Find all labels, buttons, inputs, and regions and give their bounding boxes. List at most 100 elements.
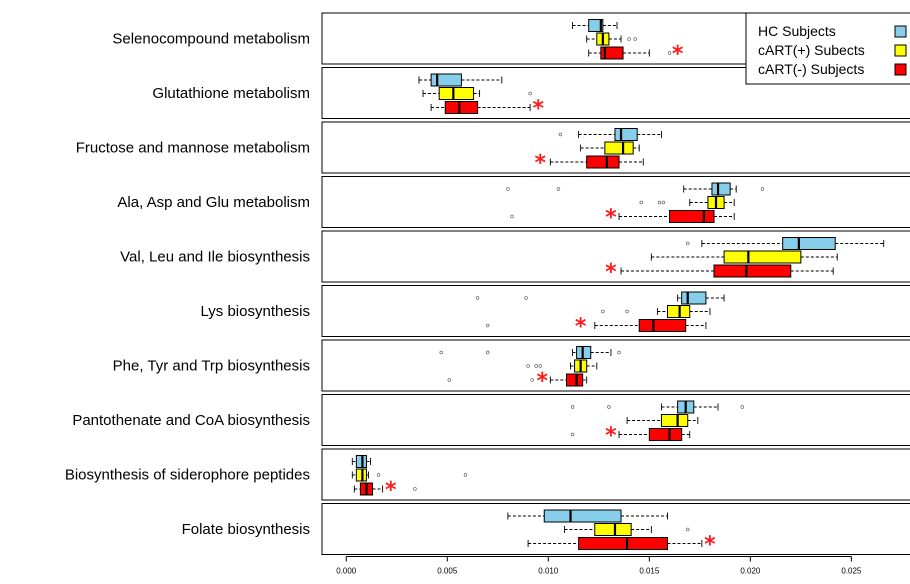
significance-star: * (605, 206, 617, 231)
box-2 (447, 373, 588, 387)
panel-7: * (321, 394, 910, 449)
box-2 (527, 537, 703, 550)
outlier-point (617, 350, 621, 355)
category-labels: Selenocompound metabolism Glutathione met… (65, 31, 310, 539)
box-2 (510, 210, 735, 223)
box-iqr (444, 101, 479, 114)
outlier-point (376, 473, 381, 477)
significance-star: * (605, 424, 617, 449)
outlier-point (439, 350, 443, 355)
box-1 (626, 414, 699, 427)
outlier-point (570, 432, 575, 437)
box-0 (572, 19, 618, 32)
box-1 (564, 523, 690, 536)
outlier-point (475, 296, 480, 300)
legend-frame (745, 12, 910, 85)
box-0 (558, 128, 662, 141)
box-iqr (565, 373, 584, 387)
outlier-point (657, 200, 662, 205)
panel-frame (321, 339, 910, 392)
outlier-point (506, 187, 510, 191)
significance-star: * (672, 42, 684, 67)
box-1 (639, 196, 735, 209)
box-iqr (669, 210, 715, 223)
significance-star: * (575, 315, 587, 340)
box-0 (507, 509, 668, 523)
outlier-point (570, 405, 575, 409)
outlier-point (447, 378, 451, 382)
legend: HC Subjects cART(+) Subects cART(-) Subjec… (745, 12, 910, 85)
outlier-point (607, 405, 611, 409)
outlier-point (627, 37, 631, 41)
box-iqr (588, 19, 604, 32)
box-iqr (604, 141, 634, 155)
box-2 (549, 155, 644, 169)
box-iqr (648, 428, 683, 441)
box-iqr (586, 155, 620, 169)
outlier-point (686, 241, 690, 246)
significance-star: * (605, 260, 617, 285)
panels-layer: * * * * * * * * * * (321, 12, 910, 558)
box-2 (588, 46, 672, 60)
box-1 (351, 468, 468, 482)
significance-star: * (704, 533, 716, 558)
outlier-point (530, 378, 534, 382)
box-2 (620, 264, 834, 278)
outlier-point (740, 405, 744, 409)
outlier-point (528, 91, 532, 96)
box-iqr (430, 73, 462, 87)
x-tick-label: 0.000 (336, 567, 357, 576)
panel-frame (321, 448, 910, 501)
category-label: Val, Leu and Ile biosynthesis (120, 249, 310, 266)
panel-9: * (321, 503, 910, 558)
x-tick-label: 0.010 (538, 567, 559, 576)
category-label: Pantothenate and CoA biosynthesis (72, 412, 310, 429)
x-tick-label: 0.025 (841, 567, 862, 576)
category-label: Selenocompound metabolism (112, 31, 310, 48)
significance-star: * (534, 151, 546, 176)
outlier-point (686, 527, 690, 532)
outlier-point (534, 364, 538, 368)
category-label: Ala, Asp and Glu metabolism (117, 194, 310, 211)
box-iqr (681, 291, 707, 305)
outlier-point (760, 187, 765, 191)
panel-frame (321, 285, 910, 337)
category-label: Biosynthesis of siderophore peptides (65, 467, 310, 484)
box-0 (506, 182, 765, 196)
box-2 (353, 482, 417, 496)
box-0 (475, 291, 725, 305)
panel-3: * (321, 176, 910, 231)
box-1 (586, 32, 637, 46)
outlier-point (625, 309, 629, 314)
significance-star: * (536, 369, 548, 394)
panel-4: * (321, 230, 910, 285)
outlier-point (601, 309, 605, 314)
box-iqr (543, 509, 622, 523)
box-iqr (614, 128, 638, 141)
legend-swatch (894, 63, 907, 76)
x-tick-label: 0.015 (639, 567, 660, 576)
box-0 (686, 237, 885, 250)
box-0 (418, 73, 503, 87)
outlier-point (556, 187, 561, 191)
box-iqr (723, 250, 802, 264)
outlier-point (524, 296, 528, 300)
outlier-point (558, 132, 563, 137)
box-iqr (438, 87, 475, 100)
box-1 (526, 359, 598, 373)
box-iqr (713, 264, 792, 278)
x-tick-label: 0.020 (740, 567, 761, 576)
panel-frame (321, 176, 910, 228)
outlier-point (485, 323, 490, 328)
box-1 (580, 141, 640, 155)
significance-star: * (385, 478, 397, 503)
box-iqr (594, 523, 632, 536)
box-iqr (660, 414, 689, 427)
category-label: Lys biosynthesis (201, 303, 311, 320)
box-iqr (711, 182, 731, 196)
significance-star: * (532, 97, 544, 122)
outlier-point (526, 364, 530, 368)
box-1 (601, 305, 711, 318)
outlier-point (661, 200, 666, 205)
panel-frame (321, 394, 910, 446)
